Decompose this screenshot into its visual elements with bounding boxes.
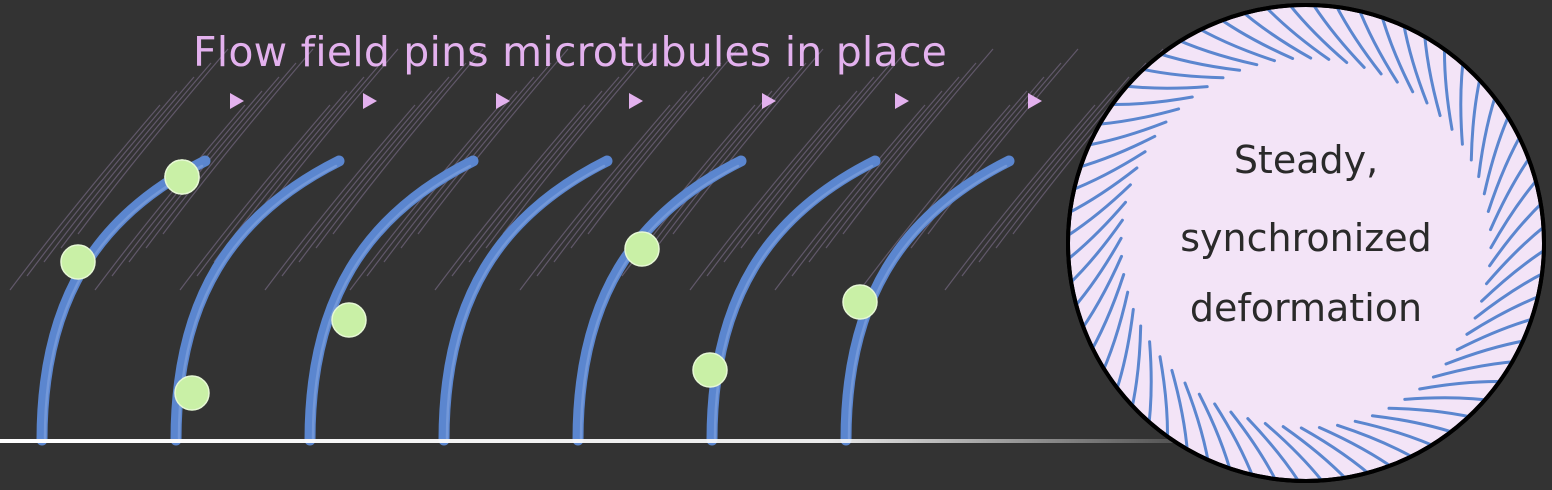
flow-streak — [809, 77, 959, 262]
flow-streak — [129, 77, 279, 262]
particle — [625, 232, 659, 266]
particle — [61, 245, 95, 279]
inset-label-line-2: synchronized — [1156, 216, 1456, 260]
particle — [693, 353, 727, 387]
flow-streak — [843, 49, 993, 234]
particle — [175, 376, 209, 410]
flow-arrow-head — [363, 93, 377, 109]
flow-streak — [452, 91, 602, 276]
flow-streak — [503, 49, 653, 234]
baseline-surface — [0, 439, 1180, 443]
flow-streak — [775, 105, 925, 290]
flow-streak — [792, 91, 942, 276]
flow-arrow-head — [629, 93, 643, 109]
flow-streak — [435, 105, 585, 290]
flow-streak — [78, 49, 228, 234]
flow-streak — [163, 49, 313, 234]
diagram-title: Flow field pins microtubules in place — [0, 28, 1140, 76]
flow-streak — [911, 63, 1061, 248]
inset-label-line-1: Steady, — [1156, 138, 1456, 182]
flow-streak — [758, 49, 908, 234]
flow-streak — [571, 63, 721, 248]
flow-arrow-head — [230, 93, 244, 109]
flow-arrow-head — [895, 93, 909, 109]
flow-streak — [180, 105, 330, 290]
flow-streak — [61, 63, 211, 248]
flow-arrow-head — [1028, 93, 1042, 109]
flow-streak — [588, 49, 738, 234]
flow-streak — [146, 63, 296, 248]
flow-streak — [741, 63, 891, 248]
flow-streak — [826, 63, 976, 248]
particle — [843, 285, 877, 319]
particle — [332, 303, 366, 337]
flow-streak — [860, 105, 1010, 290]
flow-streak — [928, 49, 1078, 234]
flow-streak — [197, 91, 347, 276]
particle — [165, 160, 199, 194]
inset-label-line-3: deformation — [1156, 286, 1456, 330]
flow-streak — [350, 105, 500, 290]
flow-streak — [486, 63, 636, 248]
